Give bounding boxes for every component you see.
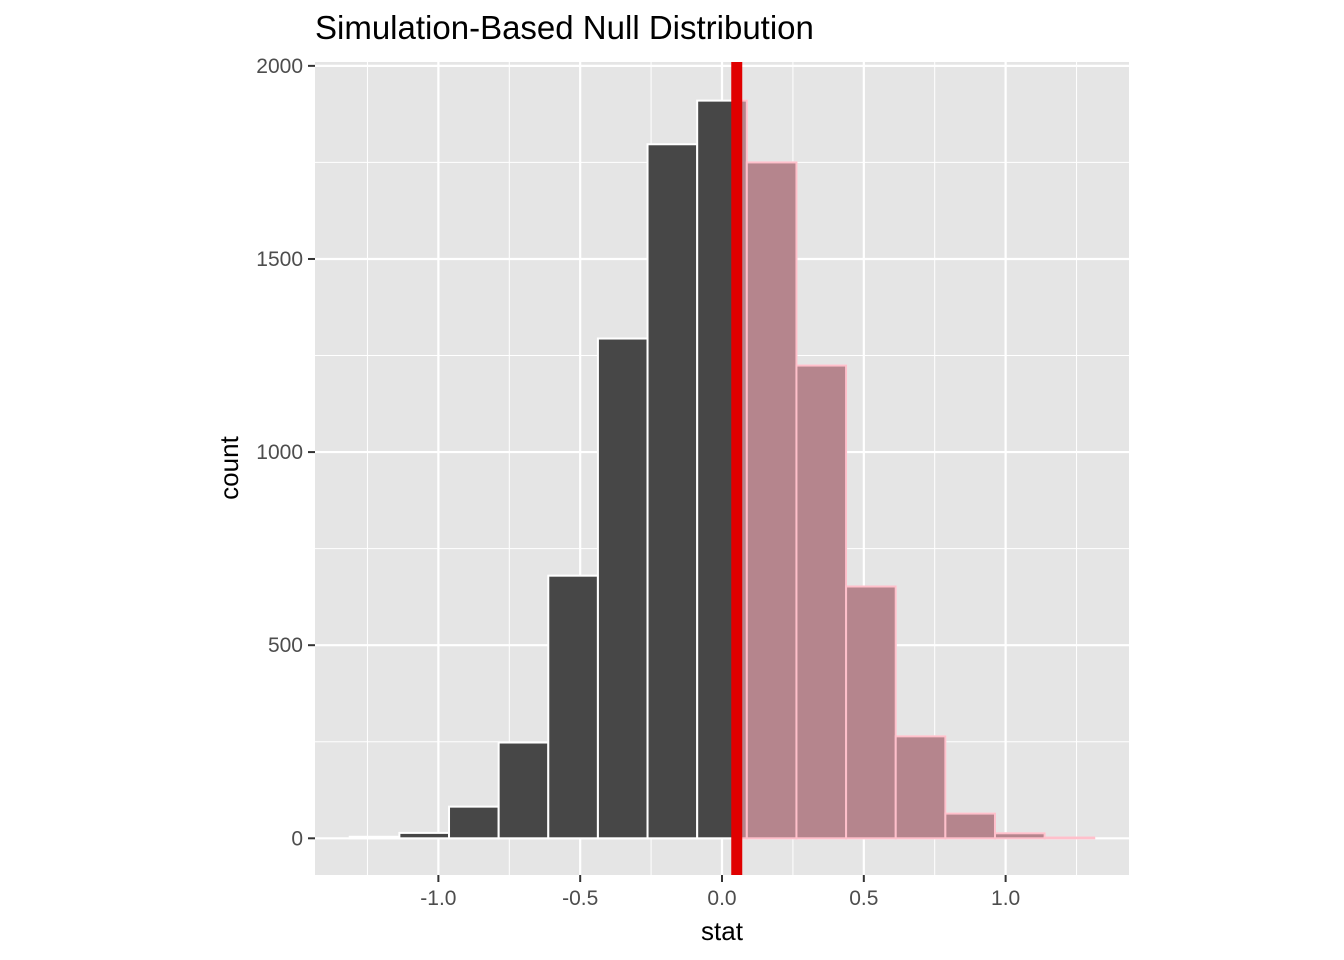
- shaded-bar: [944, 812, 996, 840]
- y-tick-label: 1000: [256, 441, 303, 464]
- histogram-bar: [398, 831, 451, 840]
- y-tick-label: 1500: [256, 248, 303, 271]
- histogram-bar: [547, 574, 599, 840]
- shaded-bar: [1043, 836, 1096, 840]
- shaded-bar: [745, 161, 798, 840]
- x-tick-label: 1.0: [991, 887, 1020, 910]
- chart-title: Simulation-Based Null Distribution: [315, 9, 814, 46]
- y-axis: 0 500 1000 1500 2000: [256, 55, 315, 850]
- x-tick-label: -1.0: [420, 887, 456, 910]
- x-tick-label: 0.0: [707, 887, 736, 910]
- x-tick-label: -0.5: [562, 887, 598, 910]
- histogram-bar: [596, 337, 649, 840]
- shaded-bar: [993, 832, 1046, 840]
- histogram-bar: [448, 805, 500, 840]
- x-axis-title: stat: [701, 916, 744, 946]
- x-tick-label: 0.5: [849, 887, 878, 910]
- shaded-bar: [845, 585, 897, 840]
- histogram-bar: [348, 835, 401, 840]
- histogram-bar: [646, 143, 699, 840]
- shaded-bar: [894, 735, 947, 840]
- histogram-bar: [497, 741, 550, 840]
- y-tick-label: 2000: [256, 55, 303, 78]
- shaded-region: [735, 99, 1096, 840]
- x-axis: -1.0 -0.5 0.0 0.5 1.0: [420, 875, 1020, 910]
- shaded-bar: [795, 364, 848, 840]
- y-tick-label: 0: [291, 827, 303, 850]
- y-tick-label: 500: [268, 634, 303, 657]
- y-axis-title: count: [214, 435, 244, 499]
